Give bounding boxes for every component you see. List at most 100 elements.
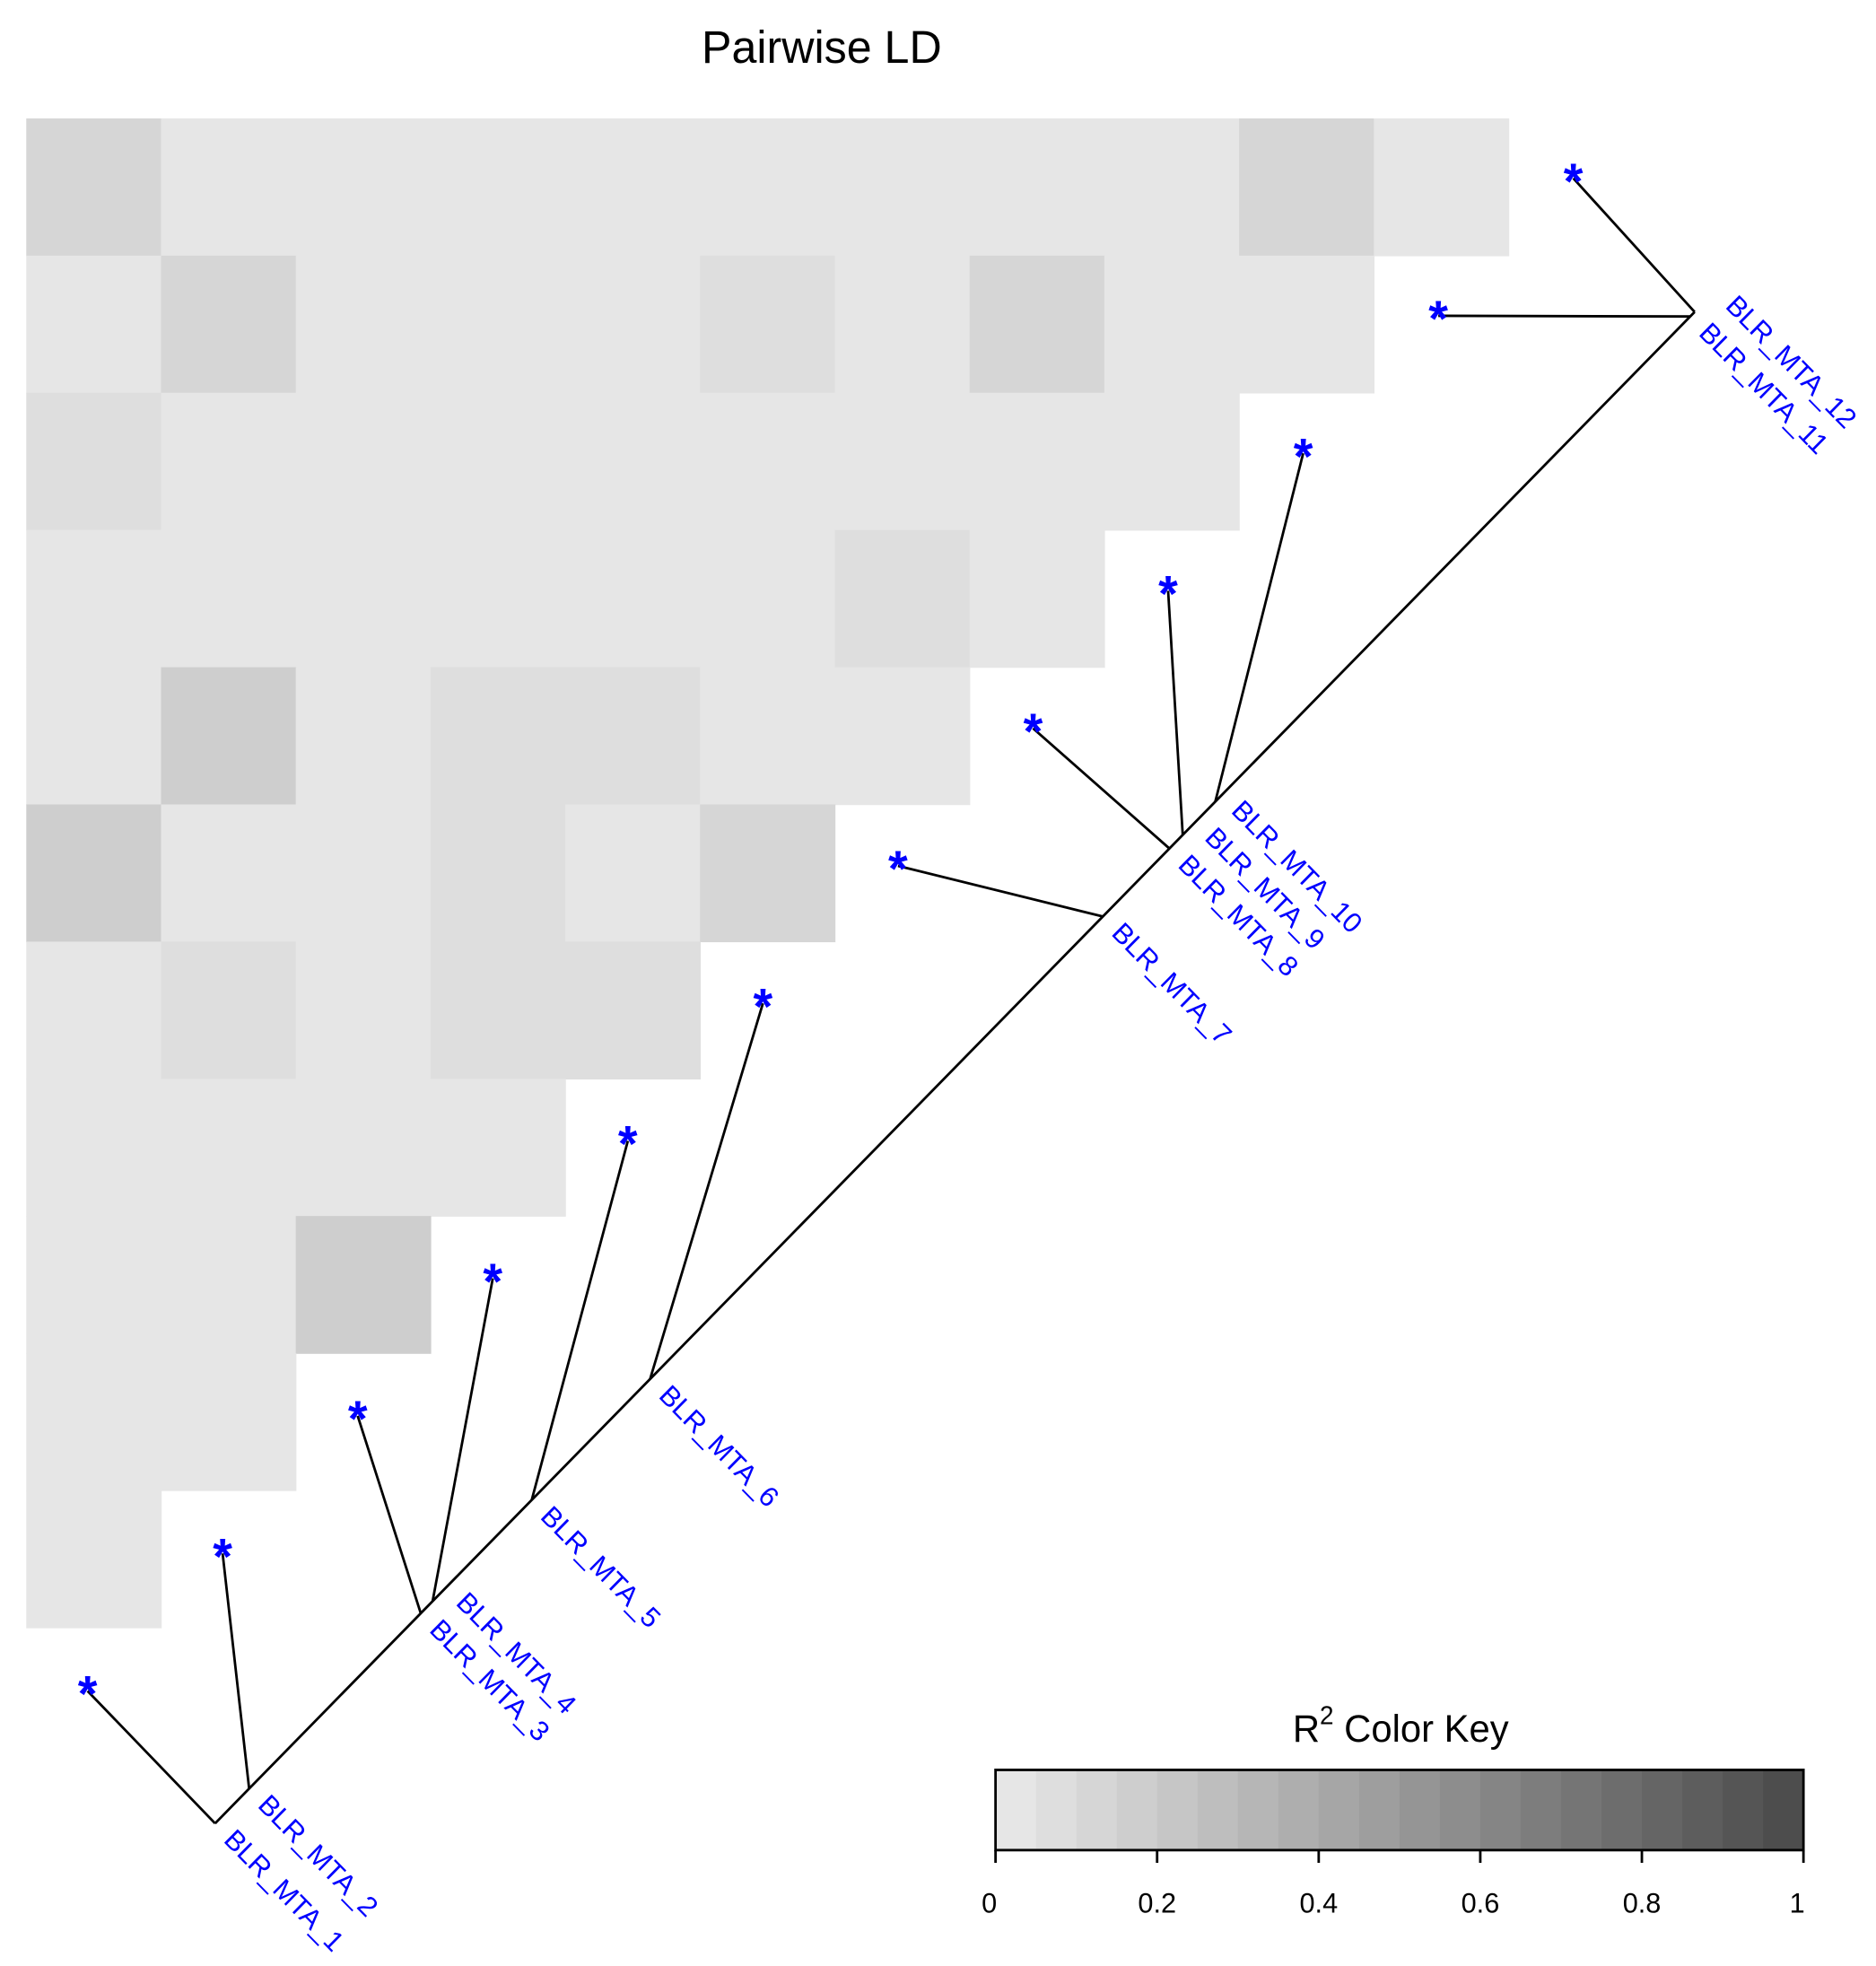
key-bin (1076, 1769, 1118, 1850)
genome-line (214, 310, 1696, 1825)
marker-link (356, 1415, 423, 1614)
ld-cell (295, 392, 432, 531)
key-bin (1560, 1769, 1602, 1850)
ld-cell (161, 804, 297, 943)
ld-cell (700, 804, 836, 943)
ld-cell (295, 1079, 432, 1217)
key-tick-label: 0.2 (1138, 1887, 1176, 1918)
ld-cell (430, 118, 566, 257)
key-bin (1399, 1769, 1441, 1850)
ld-cell (26, 529, 162, 668)
key-tick-label: 0.6 (1462, 1887, 1500, 1918)
ld-cell (565, 667, 701, 806)
ld-cell (1239, 118, 1375, 257)
key-title: R2 Color Key (1293, 1701, 1510, 1750)
marker-star: * (78, 1665, 98, 1723)
marker-star: * (348, 1390, 368, 1447)
ld-cell (295, 1216, 432, 1354)
marker-link (86, 1690, 216, 1825)
ld-cell (834, 667, 971, 806)
marker-star: * (1024, 703, 1043, 760)
key-bin (1601, 1769, 1643, 1850)
ld-cell (161, 529, 297, 668)
marker-link (1166, 590, 1184, 835)
ld-cell (565, 392, 701, 531)
ld-cell (430, 667, 566, 806)
ld-cell (834, 118, 971, 257)
ld-cell (161, 392, 297, 531)
ld-cell (969, 118, 1105, 257)
ld-cell (1104, 118, 1240, 257)
ld-cell (26, 1353, 162, 1491)
ld-cell (161, 255, 297, 394)
ld-cell (26, 1216, 162, 1354)
marker-link (1214, 452, 1304, 802)
key-bin (1237, 1769, 1279, 1850)
marker-label: BLR_MTA_6 (653, 1379, 785, 1514)
key-title-rest: Color Key (1334, 1708, 1510, 1750)
key-bin (1763, 1769, 1804, 1850)
key-bin (1479, 1769, 1522, 1850)
key-bin (1682, 1769, 1723, 1850)
ld-cell (565, 941, 701, 1079)
marker-link (1032, 727, 1171, 850)
key-bin (995, 1769, 1037, 1850)
ld-cell (700, 118, 836, 257)
ld-cell (1104, 255, 1240, 394)
key-bin (1278, 1769, 1320, 1850)
marker-star: * (888, 840, 908, 897)
ld-cell (26, 1490, 162, 1629)
ld-cell (969, 255, 1105, 394)
marker-star: * (1428, 290, 1448, 347)
marker-label: BLR_MTA_7 (1106, 916, 1238, 1051)
key-title-base: R (1293, 1708, 1320, 1750)
key-bin (1035, 1769, 1078, 1850)
ld-cell (26, 118, 162, 257)
ld-cell (161, 667, 297, 806)
key-bin (1723, 1769, 1764, 1850)
ld-cell (834, 255, 971, 394)
marker-star: * (1294, 427, 1313, 485)
ld-cell (161, 1079, 297, 1217)
ld-cell (295, 529, 432, 668)
ld-cell (295, 255, 432, 394)
ld-cell (1239, 255, 1375, 394)
ld-cell (430, 255, 566, 394)
ld-cell (295, 667, 432, 806)
marker-link (897, 864, 1104, 918)
key-bin (1520, 1769, 1562, 1850)
ld-cell (565, 255, 701, 394)
marker-link (431, 1278, 494, 1602)
ld-cell (834, 529, 971, 668)
marker-link (1572, 177, 1696, 313)
ld-cell (295, 941, 432, 1079)
ld-cell (26, 667, 162, 806)
marker-star: * (753, 977, 772, 1035)
chart-title: Pairwise LD (702, 22, 942, 74)
ld-cell (1374, 118, 1510, 257)
ld-cell (700, 255, 836, 394)
marker-link (1438, 314, 1690, 319)
ld-cell (700, 529, 836, 668)
ld-cell (26, 392, 162, 531)
ld-cell (161, 941, 297, 1079)
key-tick-label: 0 (982, 1887, 997, 1918)
ld-cell (26, 941, 162, 1079)
key-bin (1642, 1769, 1683, 1850)
ld-cell (430, 392, 566, 531)
marker-star: * (618, 1115, 638, 1173)
ld-cell (430, 804, 566, 943)
ld-cell (430, 529, 566, 668)
marker-star: * (1158, 565, 1178, 623)
key-tick-label: 0.8 (1623, 1887, 1662, 1918)
ld-cell (295, 118, 432, 257)
ld-cell (700, 667, 836, 806)
ld-cell (161, 118, 297, 257)
marker-label: BLR_MTA_5 (535, 1499, 667, 1634)
ld-cell (26, 255, 162, 394)
ld-cell (700, 392, 836, 531)
ld-cell (834, 392, 971, 531)
marker-star: * (1564, 153, 1584, 210)
ld-cell (565, 118, 701, 257)
